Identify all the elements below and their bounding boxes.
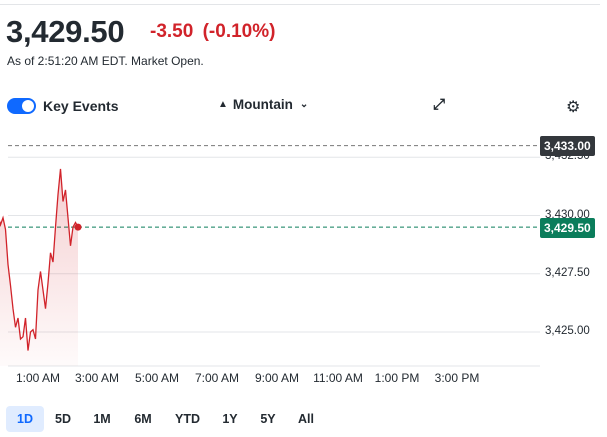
range-selector: 1D 5D 1M 6M YTD 1Y 5Y All [6,406,325,432]
price-area-fill [0,168,78,366]
chart-type-dropdown[interactable]: ▲ Mountain ⌄ [218,97,308,112]
quote-change: -3.50 (-0.10%) [150,21,275,43]
y-axis-label: 3,425.00 [545,325,590,337]
quote-price: 3,429.50 [6,14,125,49]
expand-icon[interactable]: ⤢ [433,96,446,113]
chart-type-label: Mountain [232,97,293,112]
key-events-toggle[interactable] [7,98,36,114]
y-axis-label: 3,427.50 [545,266,590,279]
top-divider [0,4,600,5]
x-axis-label: 1:00 PM [375,371,420,385]
gear-icon[interactable]: ⚙ [566,99,581,116]
range-ytd[interactable]: YTD [175,412,200,426]
current-price-dot [74,223,82,231]
range-6m[interactable]: 6M [134,412,152,426]
chevron-down-icon: ⌄ [299,99,309,110]
range-5d[interactable]: 5D [55,412,71,426]
as-of-timestamp: As of 2:51:20 AM EDT. Market Open. [7,54,204,68]
previous-close-badge: 3,433.00 [540,136,595,156]
x-axis-label: 11:00 AM [313,371,363,385]
x-axis-label: 3:00 PM [435,371,480,385]
range-1d[interactable]: 1D [6,406,44,432]
toggle-knob [22,100,34,112]
x-axis-label: 3:00 AM [75,371,119,385]
range-5y[interactable]: 5Y [260,412,276,426]
x-axis-label: 7:00 AM [195,371,239,385]
price-line [0,168,79,351]
range-all[interactable]: All [298,412,314,426]
x-axis-label: 9:00 AM [255,371,299,385]
current-price-badge: 3,429.50 [540,218,595,238]
range-1y[interactable]: 1Y [222,412,238,426]
x-axis-label: 5:00 AM [135,371,179,385]
change-value: -3.50 [150,21,194,42]
change-percent: (-0.10%) [202,21,276,42]
key-events-label: Key Events [43,98,119,114]
y-axis-label: 3,430.00 [545,208,590,221]
range-1m[interactable]: 1M [93,412,111,426]
mountain-icon: ▲ [218,99,228,110]
x-axis-label: 1:00 AM [16,371,60,385]
